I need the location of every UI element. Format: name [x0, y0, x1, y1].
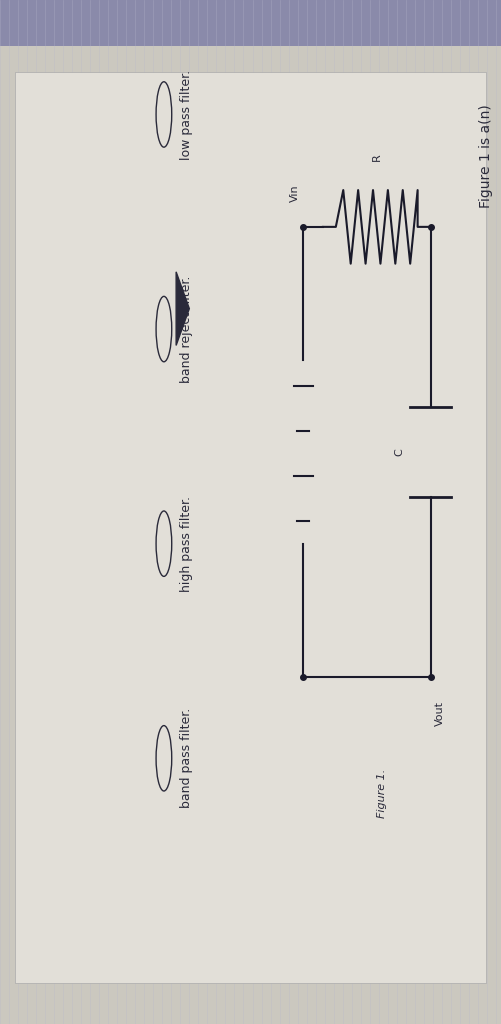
Text: high pass filter.: high pass filter. — [179, 496, 192, 592]
Polygon shape — [176, 271, 189, 345]
Bar — [0, 0, 501, 46]
Text: Vout: Vout — [434, 701, 444, 726]
Text: Figure 1.: Figure 1. — [377, 768, 387, 818]
Bar — [15, 72, 486, 983]
Text: Vin: Vin — [290, 184, 300, 203]
Text: Figure 1 is a(n): Figure 1 is a(n) — [479, 104, 493, 208]
Text: low pass filter.: low pass filter. — [179, 70, 192, 160]
Text: C: C — [394, 447, 404, 456]
Text: band reject filter.: band reject filter. — [179, 275, 192, 383]
Text: band pass filter.: band pass filter. — [179, 709, 192, 808]
Text: R: R — [372, 154, 382, 162]
